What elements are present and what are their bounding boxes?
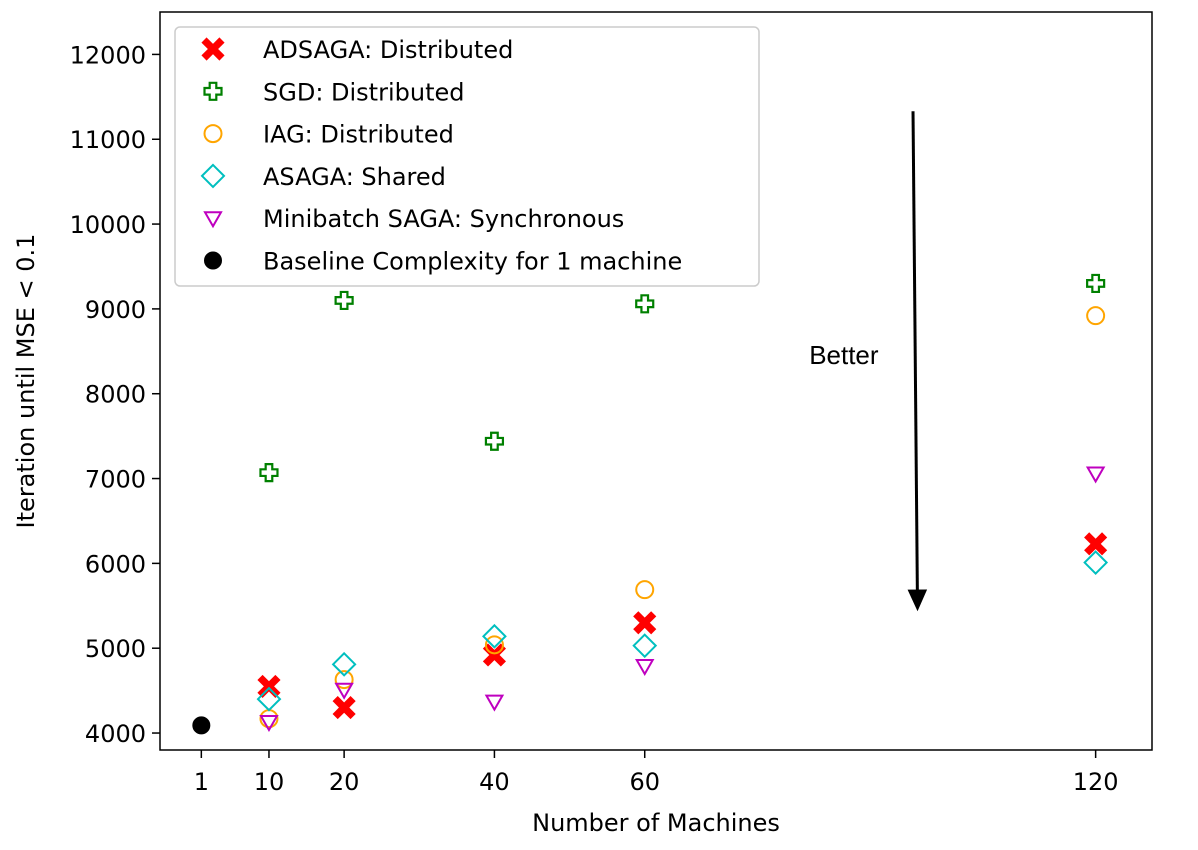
legend-marker <box>203 211 223 229</box>
x-tick-label: 120 <box>1073 768 1119 796</box>
data-point <box>484 635 504 655</box>
annotation-arrow-head <box>907 589 928 612</box>
y-tick-label: 6000 <box>85 550 146 578</box>
series-0 <box>257 532 1108 720</box>
series-5 <box>192 716 211 735</box>
legend-marker <box>200 163 226 189</box>
annotation-arrow-shaft <box>911 111 919 591</box>
y-tick-label: 10000 <box>70 211 146 239</box>
data-point <box>482 623 507 649</box>
data-point <box>633 611 657 635</box>
y-tick-label: 5000 <box>85 635 146 663</box>
data-point <box>1083 550 1109 575</box>
series-2 <box>259 306 1106 729</box>
legend-marker <box>204 251 222 270</box>
legend-label: SGD: Distributed <box>263 78 464 106</box>
data-point <box>635 294 655 314</box>
data-point <box>256 686 282 712</box>
data-point <box>334 682 354 700</box>
legend-box <box>174 26 760 287</box>
y-tick-label: 8000 <box>85 381 146 409</box>
data-point <box>331 651 357 677</box>
annotation-group: Better <box>809 111 928 612</box>
x-axis-label: Number of Machines <box>532 809 780 837</box>
x-axis-ticks: 1 10 20 40 60 120 <box>194 750 1119 796</box>
data-point <box>635 580 655 600</box>
legend-label: Minibatch SAGA: Synchronous <box>263 205 624 233</box>
legend-marker <box>203 124 223 144</box>
x-tick-label: 60 <box>629 768 660 796</box>
data-point <box>484 431 505 451</box>
y-tick-label: 9000 <box>85 296 146 324</box>
series-1 <box>259 273 1106 483</box>
data-point <box>257 674 281 698</box>
data-point <box>482 643 506 667</box>
data-point <box>635 659 655 677</box>
data-point <box>259 715 279 733</box>
series-3 <box>256 550 1109 712</box>
data-point <box>332 696 356 720</box>
y-axis-label: Iteration until MSE < 0.1 <box>12 234 40 529</box>
data-point <box>484 694 505 712</box>
legend-marker <box>201 37 225 61</box>
y-tick-label: 7000 <box>85 466 146 494</box>
legend-marker <box>203 81 223 101</box>
data-point <box>1086 273 1106 294</box>
x-tick-label: 10 <box>254 768 285 796</box>
x-tick-label: 40 <box>479 768 510 796</box>
series-4 <box>259 466 1106 733</box>
data-points <box>192 273 1109 735</box>
data-point <box>334 670 354 690</box>
x-tick-label: 20 <box>329 768 360 796</box>
data-point <box>192 716 211 735</box>
y-tick-label: 11000 <box>70 126 146 154</box>
x-tick-label: 1 <box>194 768 209 796</box>
y-tick-label: 12000 <box>70 41 146 69</box>
data-point <box>1086 306 1106 326</box>
legend-label: ASAGA: Shared <box>263 163 446 191</box>
data-point <box>1084 532 1108 556</box>
data-point <box>632 633 658 659</box>
legend: ADSAGA: Distributed SGD: Distributed IAG: … <box>174 26 760 287</box>
data-point <box>1085 466 1106 484</box>
y-tick-label: 4000 <box>85 720 146 748</box>
legend-label: Baseline Complexity for 1 machine <box>263 248 682 276</box>
legend-label: IAG: Distributed <box>263 121 454 149</box>
annotation-text: Better <box>809 340 879 370</box>
data-point <box>259 463 279 483</box>
legend-label: ADSAGA: Distributed <box>263 36 513 64</box>
y-axis-ticks: 4000 5000 6000 7000 8000 9000 10000 11000 12000 <box>70 41 160 748</box>
data-point <box>334 290 354 311</box>
